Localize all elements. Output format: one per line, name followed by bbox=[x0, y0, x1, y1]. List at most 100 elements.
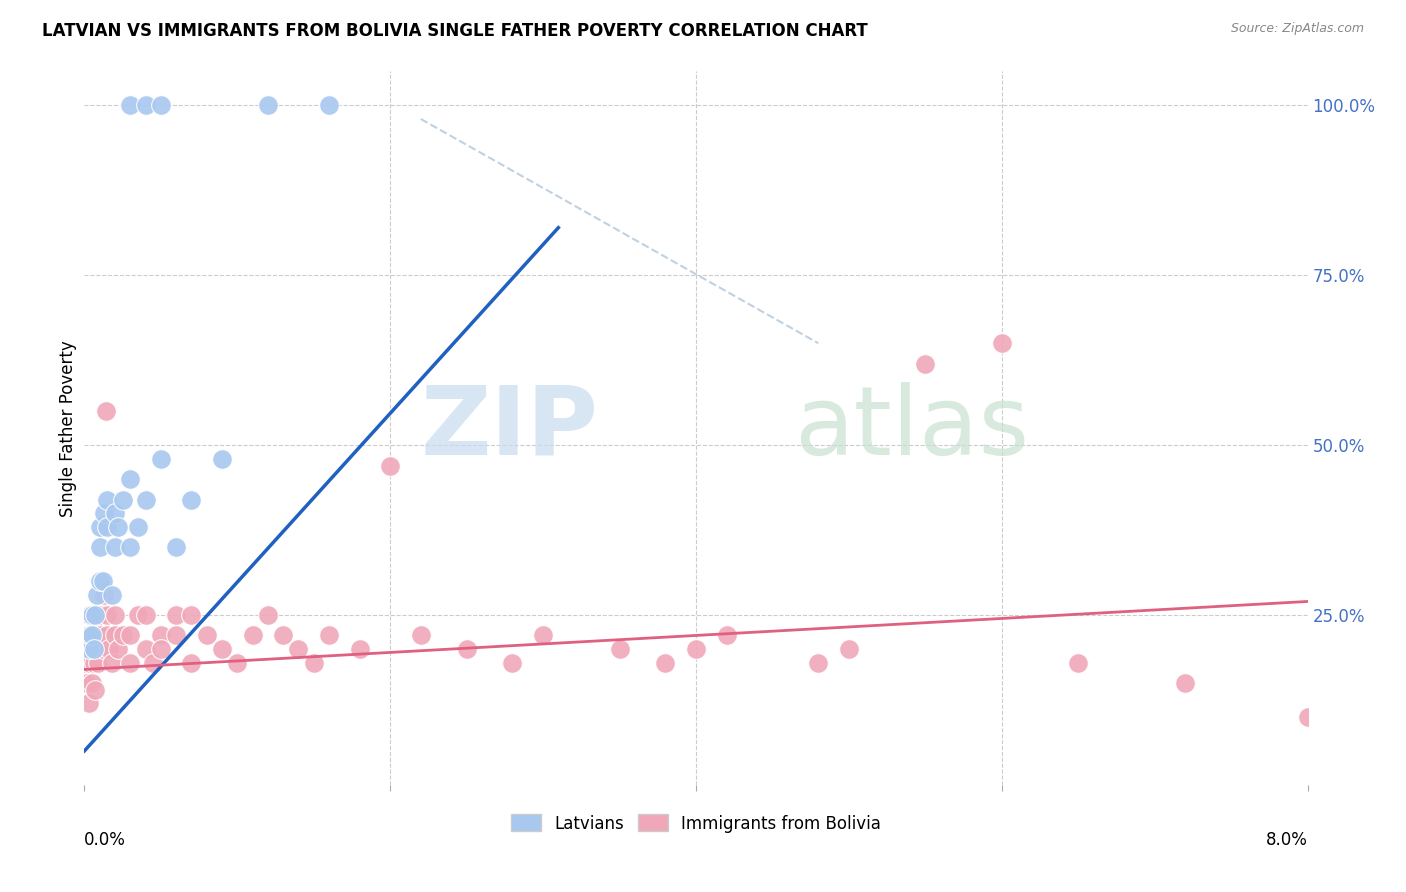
Point bbox=[991, 336, 1014, 351]
Point bbox=[83, 656, 105, 670]
Point bbox=[318, 98, 340, 112]
Point bbox=[165, 628, 187, 642]
Point bbox=[87, 656, 110, 670]
Point bbox=[77, 628, 100, 642]
Point bbox=[211, 642, 233, 657]
Point bbox=[1067, 656, 1090, 670]
Text: atlas: atlas bbox=[794, 382, 1029, 475]
Point bbox=[80, 676, 103, 690]
Point bbox=[149, 628, 172, 642]
Point bbox=[716, 628, 738, 642]
Point bbox=[149, 451, 172, 466]
Point bbox=[94, 404, 117, 418]
Point bbox=[101, 588, 124, 602]
Point bbox=[86, 588, 108, 602]
Point bbox=[287, 642, 309, 657]
Point bbox=[86, 642, 108, 657]
Point bbox=[1296, 710, 1319, 724]
Point bbox=[97, 642, 120, 657]
Point bbox=[83, 642, 105, 657]
Point bbox=[165, 540, 187, 554]
Y-axis label: Single Father Poverty: Single Father Poverty bbox=[59, 340, 77, 516]
Point bbox=[149, 98, 172, 112]
Point bbox=[107, 642, 129, 657]
Point bbox=[302, 656, 325, 670]
Point bbox=[211, 451, 233, 466]
Point bbox=[84, 628, 107, 642]
Point bbox=[456, 642, 478, 657]
Point bbox=[111, 492, 134, 507]
Point bbox=[80, 642, 103, 657]
Point bbox=[127, 519, 149, 533]
Point bbox=[89, 628, 111, 642]
Text: Source: ZipAtlas.com: Source: ZipAtlas.com bbox=[1230, 22, 1364, 36]
Point bbox=[135, 492, 157, 507]
Point bbox=[111, 628, 134, 642]
Point bbox=[79, 656, 101, 670]
Point bbox=[104, 608, 127, 623]
Point bbox=[149, 642, 172, 657]
Point bbox=[84, 682, 107, 697]
Point bbox=[89, 540, 111, 554]
Point bbox=[180, 608, 202, 623]
Point bbox=[318, 628, 340, 642]
Point bbox=[107, 519, 129, 533]
Point bbox=[80, 608, 103, 623]
Point bbox=[91, 642, 114, 657]
Point bbox=[502, 656, 524, 670]
Point bbox=[96, 628, 118, 642]
Point bbox=[89, 574, 111, 588]
Point bbox=[226, 656, 249, 670]
Point bbox=[654, 656, 676, 670]
Point bbox=[165, 608, 187, 623]
Point bbox=[77, 642, 100, 657]
Point bbox=[79, 628, 101, 642]
Point bbox=[120, 628, 142, 642]
Point bbox=[104, 540, 127, 554]
Point bbox=[838, 642, 860, 657]
Point bbox=[914, 357, 936, 371]
Point bbox=[89, 608, 111, 623]
Point bbox=[120, 98, 142, 112]
Point bbox=[409, 628, 432, 642]
Point bbox=[76, 676, 98, 690]
Point bbox=[93, 506, 115, 520]
Point bbox=[91, 574, 114, 588]
Text: 0.0%: 0.0% bbox=[84, 831, 127, 849]
Point bbox=[195, 628, 218, 642]
Point bbox=[84, 608, 107, 623]
Point bbox=[89, 519, 111, 533]
Point bbox=[380, 458, 402, 473]
Point bbox=[271, 628, 294, 642]
Point bbox=[120, 472, 142, 486]
Point bbox=[142, 656, 165, 670]
Point bbox=[180, 492, 202, 507]
Point bbox=[135, 642, 157, 657]
Point bbox=[104, 628, 127, 642]
Point bbox=[76, 642, 98, 657]
Point bbox=[257, 98, 280, 112]
Point bbox=[120, 540, 142, 554]
Point bbox=[75, 656, 97, 670]
Point bbox=[807, 656, 830, 670]
Point bbox=[135, 98, 157, 112]
Point bbox=[104, 506, 127, 520]
Point bbox=[257, 608, 280, 623]
Point bbox=[77, 697, 100, 711]
Point bbox=[135, 608, 157, 623]
Point bbox=[1174, 676, 1197, 690]
Point bbox=[242, 628, 264, 642]
Point bbox=[685, 642, 707, 657]
Point bbox=[79, 608, 101, 623]
Point bbox=[96, 519, 118, 533]
Point bbox=[180, 656, 202, 670]
Text: LATVIAN VS IMMIGRANTS FROM BOLIVIA SINGLE FATHER POVERTY CORRELATION CHART: LATVIAN VS IMMIGRANTS FROM BOLIVIA SINGL… bbox=[42, 22, 868, 40]
Point bbox=[96, 608, 118, 623]
Text: 8.0%: 8.0% bbox=[1265, 831, 1308, 849]
Point bbox=[96, 492, 118, 507]
Point bbox=[349, 642, 371, 657]
Point bbox=[80, 628, 103, 642]
Legend: Latvians, Immigrants from Bolivia: Latvians, Immigrants from Bolivia bbox=[503, 806, 889, 841]
Point bbox=[120, 656, 142, 670]
Point bbox=[609, 642, 631, 657]
